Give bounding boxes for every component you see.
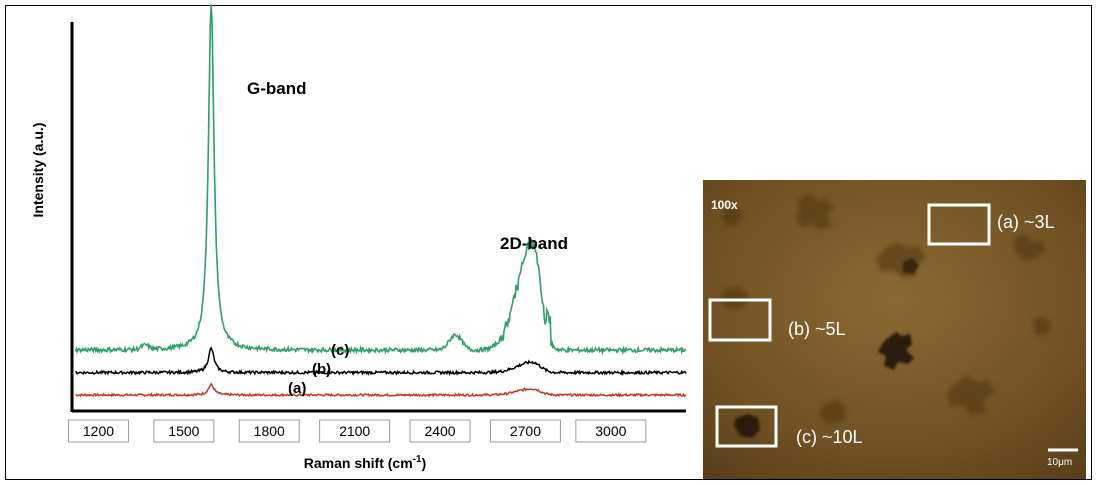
x-tick-box [575, 419, 647, 443]
region-box-b [708, 298, 772, 342]
x-tick-box [67, 419, 129, 443]
series-line-b [74, 346, 687, 377]
magnification-label: 100x [711, 198, 738, 212]
region-box-a [927, 203, 991, 246]
series-label-b: (b) [312, 361, 331, 378]
series-label-a: (a) [288, 380, 306, 397]
raman-chart: 1200 1500 1800 2100 2400 2700 3000 (a) (b)(c) G… [30, 4, 687, 471]
g-band-label: G-band [247, 79, 307, 98]
x-axis-label: Raman shift (cm-1) [304, 454, 427, 471]
region-label-a: (a) ~3L [997, 212, 1055, 232]
x-tick-label: 2700 [510, 423, 541, 439]
x-tick-label: 2400 [424, 423, 455, 439]
scale-bar-label: 10μm [1047, 457, 1072, 468]
optical-micrograph: (a) ~3L (b) ~5L (c) ~10L 100x 10μm [703, 180, 1086, 479]
region-label-c: (c) ~10L [796, 427, 863, 447]
x-tick-box [409, 419, 471, 443]
x-tick-label: 2100 [339, 423, 370, 439]
y-axis-label: Intensity (a.u.) [30, 123, 46, 218]
graphene-flakes-faint [721, 194, 1051, 425]
series-line-a [75, 382, 687, 398]
x-tick-box [153, 419, 215, 443]
x-tick-label: 1500 [168, 423, 199, 439]
series-label-c: (c) [331, 342, 349, 359]
x-tick-box [319, 419, 391, 443]
region-box-c [715, 405, 778, 448]
micrograph-background [703, 180, 1086, 479]
x-tick-box [238, 419, 300, 443]
region-label-b: (b) ~5L [788, 319, 846, 339]
graphene-flakes-dark [734, 258, 919, 438]
x-tick-label: 1200 [83, 423, 114, 439]
x-tick-label: 3000 [595, 423, 626, 439]
twod-band-label: 2D-band [500, 234, 568, 253]
x-tick-box [489, 419, 561, 443]
x-tick-label: 1800 [254, 423, 285, 439]
series-line-c [74, 4, 687, 356]
